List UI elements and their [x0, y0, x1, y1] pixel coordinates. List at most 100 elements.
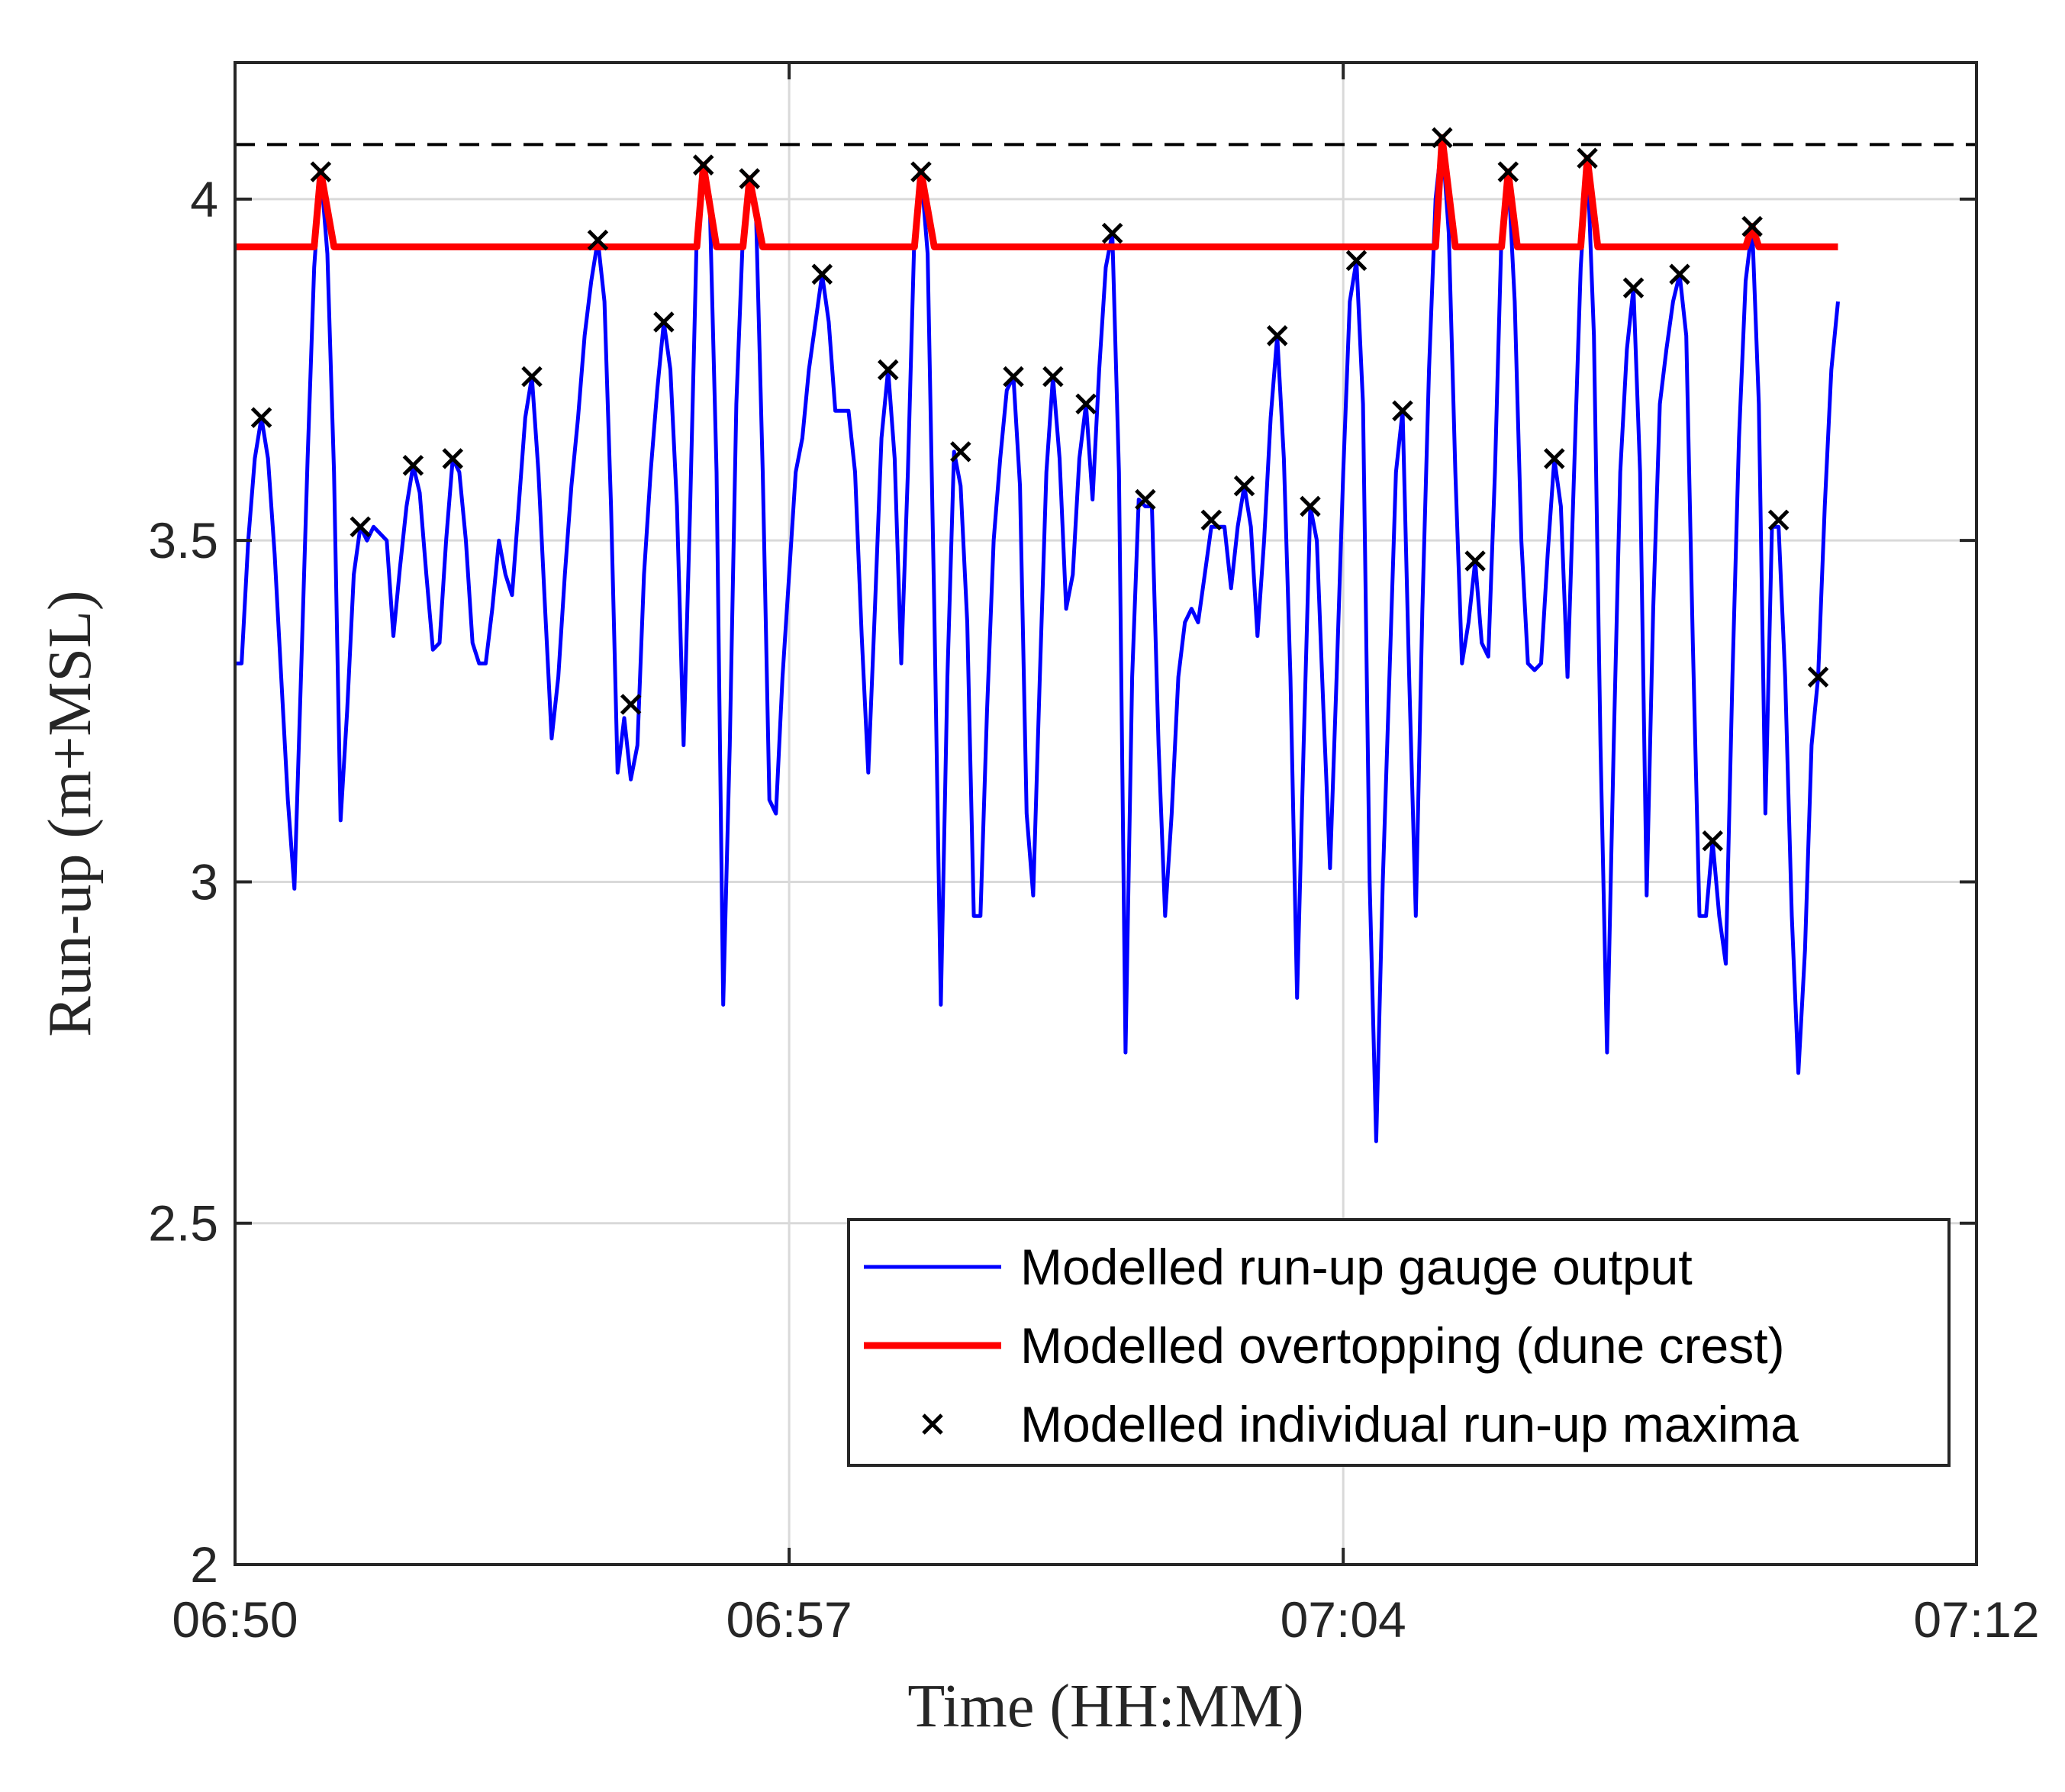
marker-stroke: [739, 168, 760, 189]
y-tick-label: 4: [190, 171, 218, 227]
runup-maximum-marker: [1544, 448, 1565, 469]
marker-stroke: [950, 441, 971, 463]
runup-maximum-marker: [950, 441, 971, 463]
runup-maximum-marker: [1233, 475, 1255, 497]
marker-stroke: [1432, 127, 1453, 149]
runup-maximum-marker: [1741, 215, 1763, 237]
runup-maximum-marker: [1497, 161, 1519, 182]
runup-maximum-marker: [1464, 550, 1486, 572]
marker-stroke: [1807, 666, 1829, 688]
marker-stroke: [402, 455, 424, 476]
runup-maximum-marker: [310, 161, 332, 182]
marker-stroke: [1622, 277, 1645, 298]
marker-stroke: [1075, 393, 1097, 415]
marker-stroke: [653, 311, 675, 333]
marker-stroke: [1266, 325, 1288, 346]
runup-maximum-marker: [620, 694, 642, 715]
marker-stroke: [1702, 830, 1724, 852]
runup-maximum-marker: [1266, 325, 1288, 346]
marker-stroke: [250, 407, 272, 428]
legend: Modelled run-up gauge output Modelled ov…: [847, 1218, 1951, 1467]
marker-stroke: [1200, 509, 1223, 531]
marker-stroke: [1497, 161, 1519, 182]
runup-maximum-marker: [1577, 147, 1598, 169]
marker-stroke: [1544, 448, 1565, 469]
runup-maximum-marker: [1200, 509, 1223, 531]
marker-stroke: [922, 1413, 943, 1435]
marker-stroke: [310, 161, 332, 182]
x-tick-label: 06:57: [726, 1591, 852, 1648]
marker-stroke: [1464, 550, 1486, 572]
marker-stroke: [1042, 366, 1064, 388]
marker-stroke: [521, 366, 543, 388]
runup-maximum-marker: [1622, 277, 1645, 298]
y-tick-label: 2.5: [148, 1195, 218, 1252]
runup-maximum-marker: [910, 161, 932, 182]
marker-stroke: [1767, 509, 1790, 531]
marker-stroke: [442, 448, 464, 469]
runup-maxima-markers: [250, 127, 1829, 852]
runup-maximum-marker: [739, 168, 760, 189]
marker-stroke: [1300, 495, 1321, 517]
y-axis-title: Run-up (m+MSL): [37, 590, 104, 1036]
x-tick-label: 07:12: [1913, 1591, 2039, 1648]
runup-maximum-marker: [402, 455, 424, 476]
runup-maximum-marker: [1345, 250, 1368, 272]
runup-maximum-marker: [1135, 488, 1156, 511]
legend-label-maxima: Modelled individual run-up maxima: [1020, 1396, 1799, 1452]
x-tick-label: 06:50: [172, 1591, 298, 1648]
runup-maximum-marker: [653, 311, 675, 333]
runup-maximum-marker: [350, 516, 372, 538]
runup-maximum-marker: [811, 263, 833, 285]
runup-maximum-marker: [442, 448, 464, 469]
marker-stroke: [1669, 263, 1690, 285]
marker-stroke: [1345, 250, 1368, 272]
axis-ticks: [234, 63, 1978, 1566]
runup-maximum-marker: [877, 359, 899, 381]
runup-maximum-marker: [1807, 666, 1829, 688]
runup-maximum-marker: [1432, 127, 1453, 149]
runup-maximum-marker: [1669, 263, 1690, 285]
runup-gauge-series-line: [235, 135, 1840, 1143]
y-axis-tick-labels: 2 2.5 3 3.5 4: [148, 171, 218, 1593]
runup-maximum-marker: [692, 154, 714, 176]
runup-maximum-marker: [1702, 830, 1724, 852]
x-axis-title: Time (HH:MM): [907, 1673, 1303, 1740]
runup-maximum-marker: [587, 229, 609, 251]
runup-maximum-marker: [250, 407, 272, 428]
runup-maximum-marker: [1003, 366, 1024, 388]
marker-stroke: [1741, 215, 1763, 237]
y-tick-label: 2: [190, 1536, 218, 1593]
marker-stroke: [620, 694, 642, 715]
marker-stroke: [910, 161, 932, 182]
runup-maximum-marker: [1392, 400, 1413, 421]
plot-area-frame: [234, 61, 1978, 1566]
marker-stroke: [811, 263, 833, 285]
legend-label-overtopping: Modelled overtopping (dune crest): [1020, 1317, 1785, 1374]
x-tick-label: 07:04: [1281, 1591, 1406, 1648]
marker-stroke: [1003, 366, 1024, 388]
marker-stroke: [350, 516, 372, 538]
runup-maximum-marker: [1300, 495, 1321, 517]
runup-maximum-marker: [521, 366, 543, 388]
legend-marker: [922, 1413, 943, 1435]
y-tick-label: 3: [190, 853, 218, 910]
x-axis-tick-labels: 06:50 06:57 07:04 07:12: [172, 1591, 2039, 1648]
legend-box: [847, 1218, 1951, 1467]
marker-stroke: [587, 229, 609, 251]
runup-maximum-marker: [1042, 366, 1064, 388]
marker-stroke: [692, 154, 714, 176]
legend-swatch-maxima: [922, 1413, 943, 1435]
marker-stroke: [1101, 222, 1123, 244]
y-tick-label: 3.5: [148, 512, 218, 569]
runup-maximum-marker: [1075, 393, 1097, 415]
legend-label-runup: Modelled run-up gauge output: [1020, 1239, 1693, 1295]
marker-stroke: [877, 359, 899, 381]
marker-stroke: [1135, 488, 1156, 511]
marker-stroke: [1392, 400, 1413, 421]
marker-stroke: [1577, 147, 1598, 169]
runup-maximum-marker: [1767, 509, 1790, 531]
runup-maximum-marker: [1101, 222, 1123, 244]
marker-stroke: [1233, 475, 1255, 497]
